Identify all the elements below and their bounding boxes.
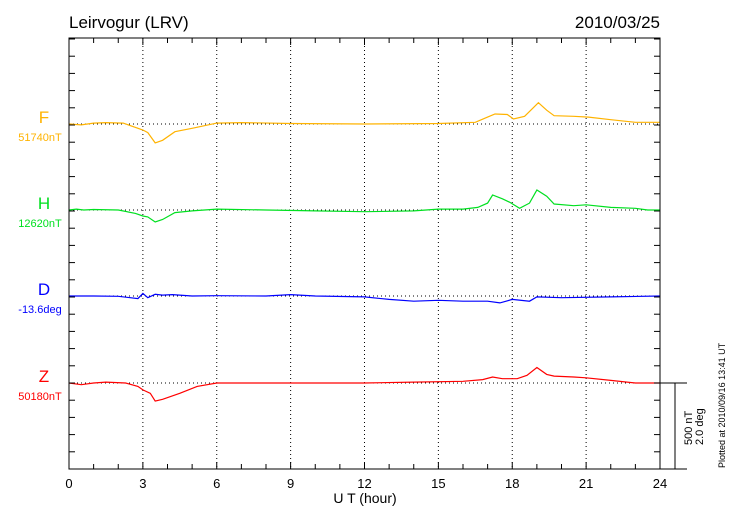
x-tick-label: 15	[431, 476, 445, 491]
x-tick-label: 18	[505, 476, 519, 491]
trace-h	[68, 189, 660, 223]
chart-date: 2010/03/25	[575, 13, 660, 32]
series-name-d: D	[38, 280, 50, 299]
series-baseline-d: -13.6deg	[18, 304, 61, 316]
x-tick-label: 6	[213, 476, 220, 491]
scale-label-nt: 500 nT	[683, 410, 695, 445]
plotted-at-footer: Plotted at 2010/09/16 13:41 UT	[717, 342, 727, 468]
x-tick-label: 3	[139, 476, 146, 491]
series-name-h: H	[38, 194, 50, 213]
x-tick-label: 12	[357, 476, 371, 491]
trace-f	[68, 101, 660, 144]
series-baseline-z: 50180nT	[18, 391, 62, 403]
x-tick-label: 9	[287, 476, 294, 491]
x-tick-label: 21	[579, 476, 593, 491]
series-baseline-f: 51740nT	[18, 132, 62, 144]
scale-label-deg: 2.0 deg	[694, 408, 706, 445]
trace-d	[69, 292, 661, 304]
x-tick-label: 0	[65, 476, 72, 491]
series-baseline-h: 12620nT	[18, 218, 62, 230]
chart-title: Leirvogur (LRV)	[69, 13, 189, 32]
series-name-z: Z	[39, 367, 49, 386]
scale-bar: 500 nT 2.0 deg	[660, 382, 706, 470]
x-tick-label: 24	[653, 476, 667, 491]
series-name-f: F	[39, 108, 49, 127]
trace-z	[68, 366, 660, 402]
x-axis-label: U T (hour)	[333, 490, 396, 506]
